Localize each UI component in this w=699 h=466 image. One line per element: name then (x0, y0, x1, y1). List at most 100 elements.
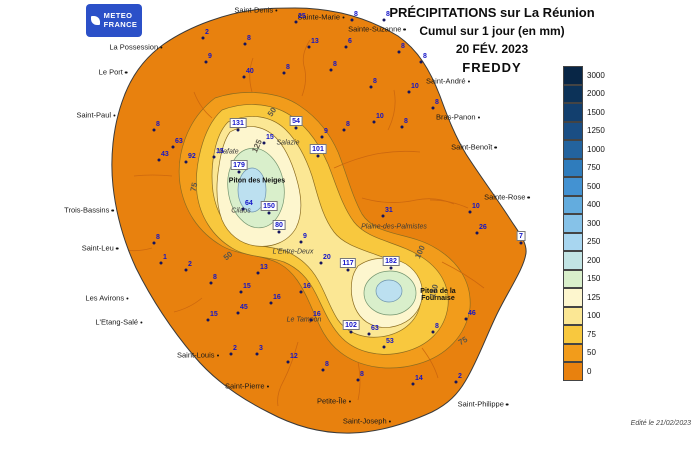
place-label: Sainte-Rose (484, 193, 530, 202)
station-value: 8 (386, 11, 390, 18)
station-value: 3 (259, 345, 263, 352)
station-value: 16 (313, 311, 321, 318)
station-dot-icon (236, 128, 240, 132)
station-dot-icon (411, 382, 415, 386)
legend-entry: 500 (563, 177, 605, 196)
legend-entry: 1500 (563, 103, 605, 122)
station-value: 15 (216, 148, 224, 155)
place-label: Saint-Louis (177, 351, 220, 360)
station-dot-icon (152, 241, 156, 245)
town-dot-icon (527, 196, 530, 199)
station-dot-icon (319, 261, 323, 265)
station-value: 6 (348, 38, 352, 45)
rivers (125, 39, 485, 407)
station-dot-icon (201, 36, 205, 40)
legend-label: 2000 (587, 89, 605, 99)
station-dot-icon (171, 145, 175, 149)
station-dot-icon (369, 85, 373, 89)
station-value: 63 (371, 325, 379, 332)
legend-label: 750 (587, 163, 601, 173)
station-value: 8 (325, 361, 329, 368)
legend-swatch (563, 195, 583, 214)
station-value: 16 (273, 294, 281, 301)
town-dot-icon (113, 114, 116, 117)
legend-entries: 3000 2000 1500 1250 1000 750 500 400 300 250 200 15… (563, 66, 605, 381)
edition-date: Edité le 21/02/2023 (630, 420, 691, 427)
logo-line1: METEO (103, 10, 133, 20)
station-value: 8 (435, 323, 439, 330)
place-label: Saint-Denis (234, 6, 278, 15)
station-value: 8 (247, 35, 251, 42)
station-value: 8 (373, 78, 377, 85)
station-dot-icon (464, 317, 468, 321)
station-dot-icon (299, 240, 303, 244)
legend-label: 500 (587, 181, 601, 191)
station-dot-icon (342, 128, 346, 132)
contour-label: 50 (221, 249, 235, 263)
station-value: 13 (260, 264, 268, 271)
station-dot-icon (329, 68, 333, 72)
station-value: 8 (213, 274, 217, 281)
legend-entry: 150 (563, 269, 605, 288)
legend-label: 3000 (587, 70, 605, 80)
station-value: 10 (472, 203, 480, 210)
station-dot-icon (184, 268, 188, 272)
station-value: 8 (156, 234, 160, 241)
station-dot-icon (212, 155, 216, 159)
station-dot-icon (294, 20, 298, 24)
legend-swatch (563, 232, 583, 251)
station-dot-icon (309, 318, 313, 322)
contour-label: 75 (456, 334, 470, 348)
station-dot-icon (241, 207, 245, 211)
place-label: Le Port (99, 68, 128, 77)
station-dot-icon (239, 290, 243, 294)
place-label: Trois-Bassins (64, 206, 114, 215)
town-dot-icon (126, 297, 129, 300)
legend-swatch (563, 66, 583, 85)
station-dot-icon (381, 214, 385, 218)
station-value: 45 (240, 304, 248, 311)
station-dot-icon (407, 90, 411, 94)
station-dot-icon (367, 332, 371, 336)
station-value: 8 (401, 43, 405, 50)
legend-swatch (563, 84, 583, 103)
legend-entry: 125 (563, 288, 605, 307)
town-dot-icon (160, 46, 163, 49)
cyclone-name: FREDDY (462, 60, 522, 75)
station-dot-icon (431, 106, 435, 110)
legend-swatch (563, 306, 583, 325)
station-dot-icon (204, 60, 208, 64)
legend-entry: 0 (563, 362, 605, 381)
legend-swatch (563, 158, 583, 177)
station-value: 7 (516, 231, 526, 241)
legend-swatch (563, 288, 583, 307)
station-value: 2 (233, 345, 237, 352)
legend-label: 200 (587, 255, 601, 265)
station-dot-icon (242, 75, 246, 79)
station-value: 179 (230, 160, 248, 170)
station-value: 15 (210, 311, 218, 318)
station-value: 8 (435, 99, 439, 106)
place-label: Bras-Panon (436, 113, 481, 122)
station-value: 63 (175, 138, 183, 145)
meteo-france-logo-text: METEO FRANCE (103, 10, 138, 29)
station-value: 150 (260, 201, 278, 211)
station-value: 14 (415, 375, 423, 382)
station-dot-icon (229, 352, 233, 356)
station-dot-icon (294, 126, 298, 130)
town-dot-icon (266, 385, 270, 388)
station-value: 2 (188, 261, 192, 268)
station-dot-icon (184, 160, 188, 164)
station-dot-icon (372, 120, 376, 124)
station-dot-icon (389, 266, 393, 270)
legend-entry: 200 (563, 251, 605, 270)
station-dot-icon (255, 352, 259, 356)
place-label: Saint-Benoît (451, 143, 497, 152)
contour-label: 75 (188, 181, 200, 193)
band-200-nw (237, 167, 267, 213)
station-value: 80 (272, 220, 286, 230)
town-dot-icon (505, 403, 509, 406)
legend-swatch (563, 325, 583, 344)
contour-label: 50 (265, 105, 279, 119)
town-dot-icon (477, 116, 481, 119)
